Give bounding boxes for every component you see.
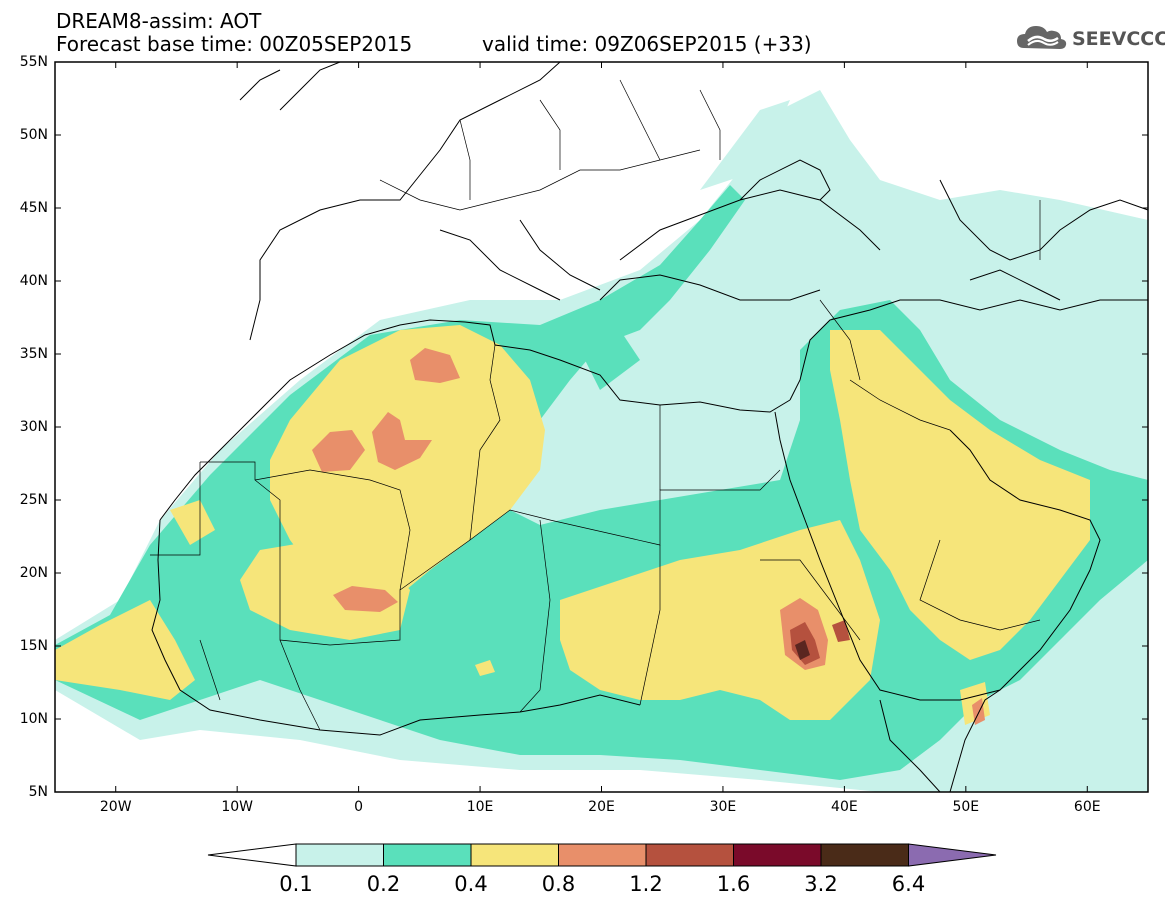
lon-label: 20W: [99, 799, 132, 815]
colorbar-level-label: 0.2: [366, 872, 401, 896]
country-borders: [150, 79, 1041, 731]
lat-label: 20N: [19, 565, 48, 581]
coastlines: [151, 62, 1148, 792]
colorbar-level-label: 0.1: [279, 872, 313, 896]
lat-label: 35N: [19, 346, 48, 362]
cloud-icon: [1017, 26, 1067, 49]
lon-label: 40E: [831, 799, 858, 815]
lon-label: 30E: [709, 799, 737, 815]
colorbar-level-label: 3.2: [804, 872, 838, 896]
aot-contours: [55, 62, 1148, 792]
lat-label: 55N: [19, 54, 48, 70]
colorbar-level-label: 6.4: [891, 872, 926, 896]
lon-label: 60E: [1073, 799, 1101, 815]
valid-time: valid time: 09Z06SEP2015 (+33): [482, 32, 812, 56]
lon-label: 10W: [221, 799, 253, 815]
lon-label: 0: [354, 799, 364, 815]
lat-label: 10N: [19, 711, 48, 727]
lat-label: 50N: [19, 127, 48, 143]
aot-band-0.4: [55, 325, 1090, 725]
lat-label: 30N: [19, 419, 48, 435]
lat-label: 25N: [19, 492, 48, 508]
lat-label: 40N: [19, 273, 48, 289]
colorbar-level-label: 1.6: [716, 872, 751, 896]
colorbar-level-label: 0.8: [541, 872, 576, 896]
lat-label: 45N: [19, 200, 48, 216]
colorbar-level-label: 1.2: [629, 872, 663, 896]
lon-label: 20E: [588, 799, 615, 815]
seevccc-logo: SEEVCCC: [1016, 22, 1165, 58]
colorbar-level-label: 0.4: [454, 872, 488, 896]
lat-label: 5N: [28, 784, 48, 800]
lon-label: 10E: [466, 799, 494, 815]
axis-ticks: [55, 61, 1148, 793]
forecast-base-time: Forecast base time: 00Z05SEP2015: [56, 32, 413, 56]
logo-text: SEEVCCC: [1072, 28, 1165, 50]
lat-label: 15N: [19, 638, 48, 654]
map-title: DREAM8-assim: AOT: [56, 9, 262, 33]
lon-label: 50E: [952, 799, 980, 815]
